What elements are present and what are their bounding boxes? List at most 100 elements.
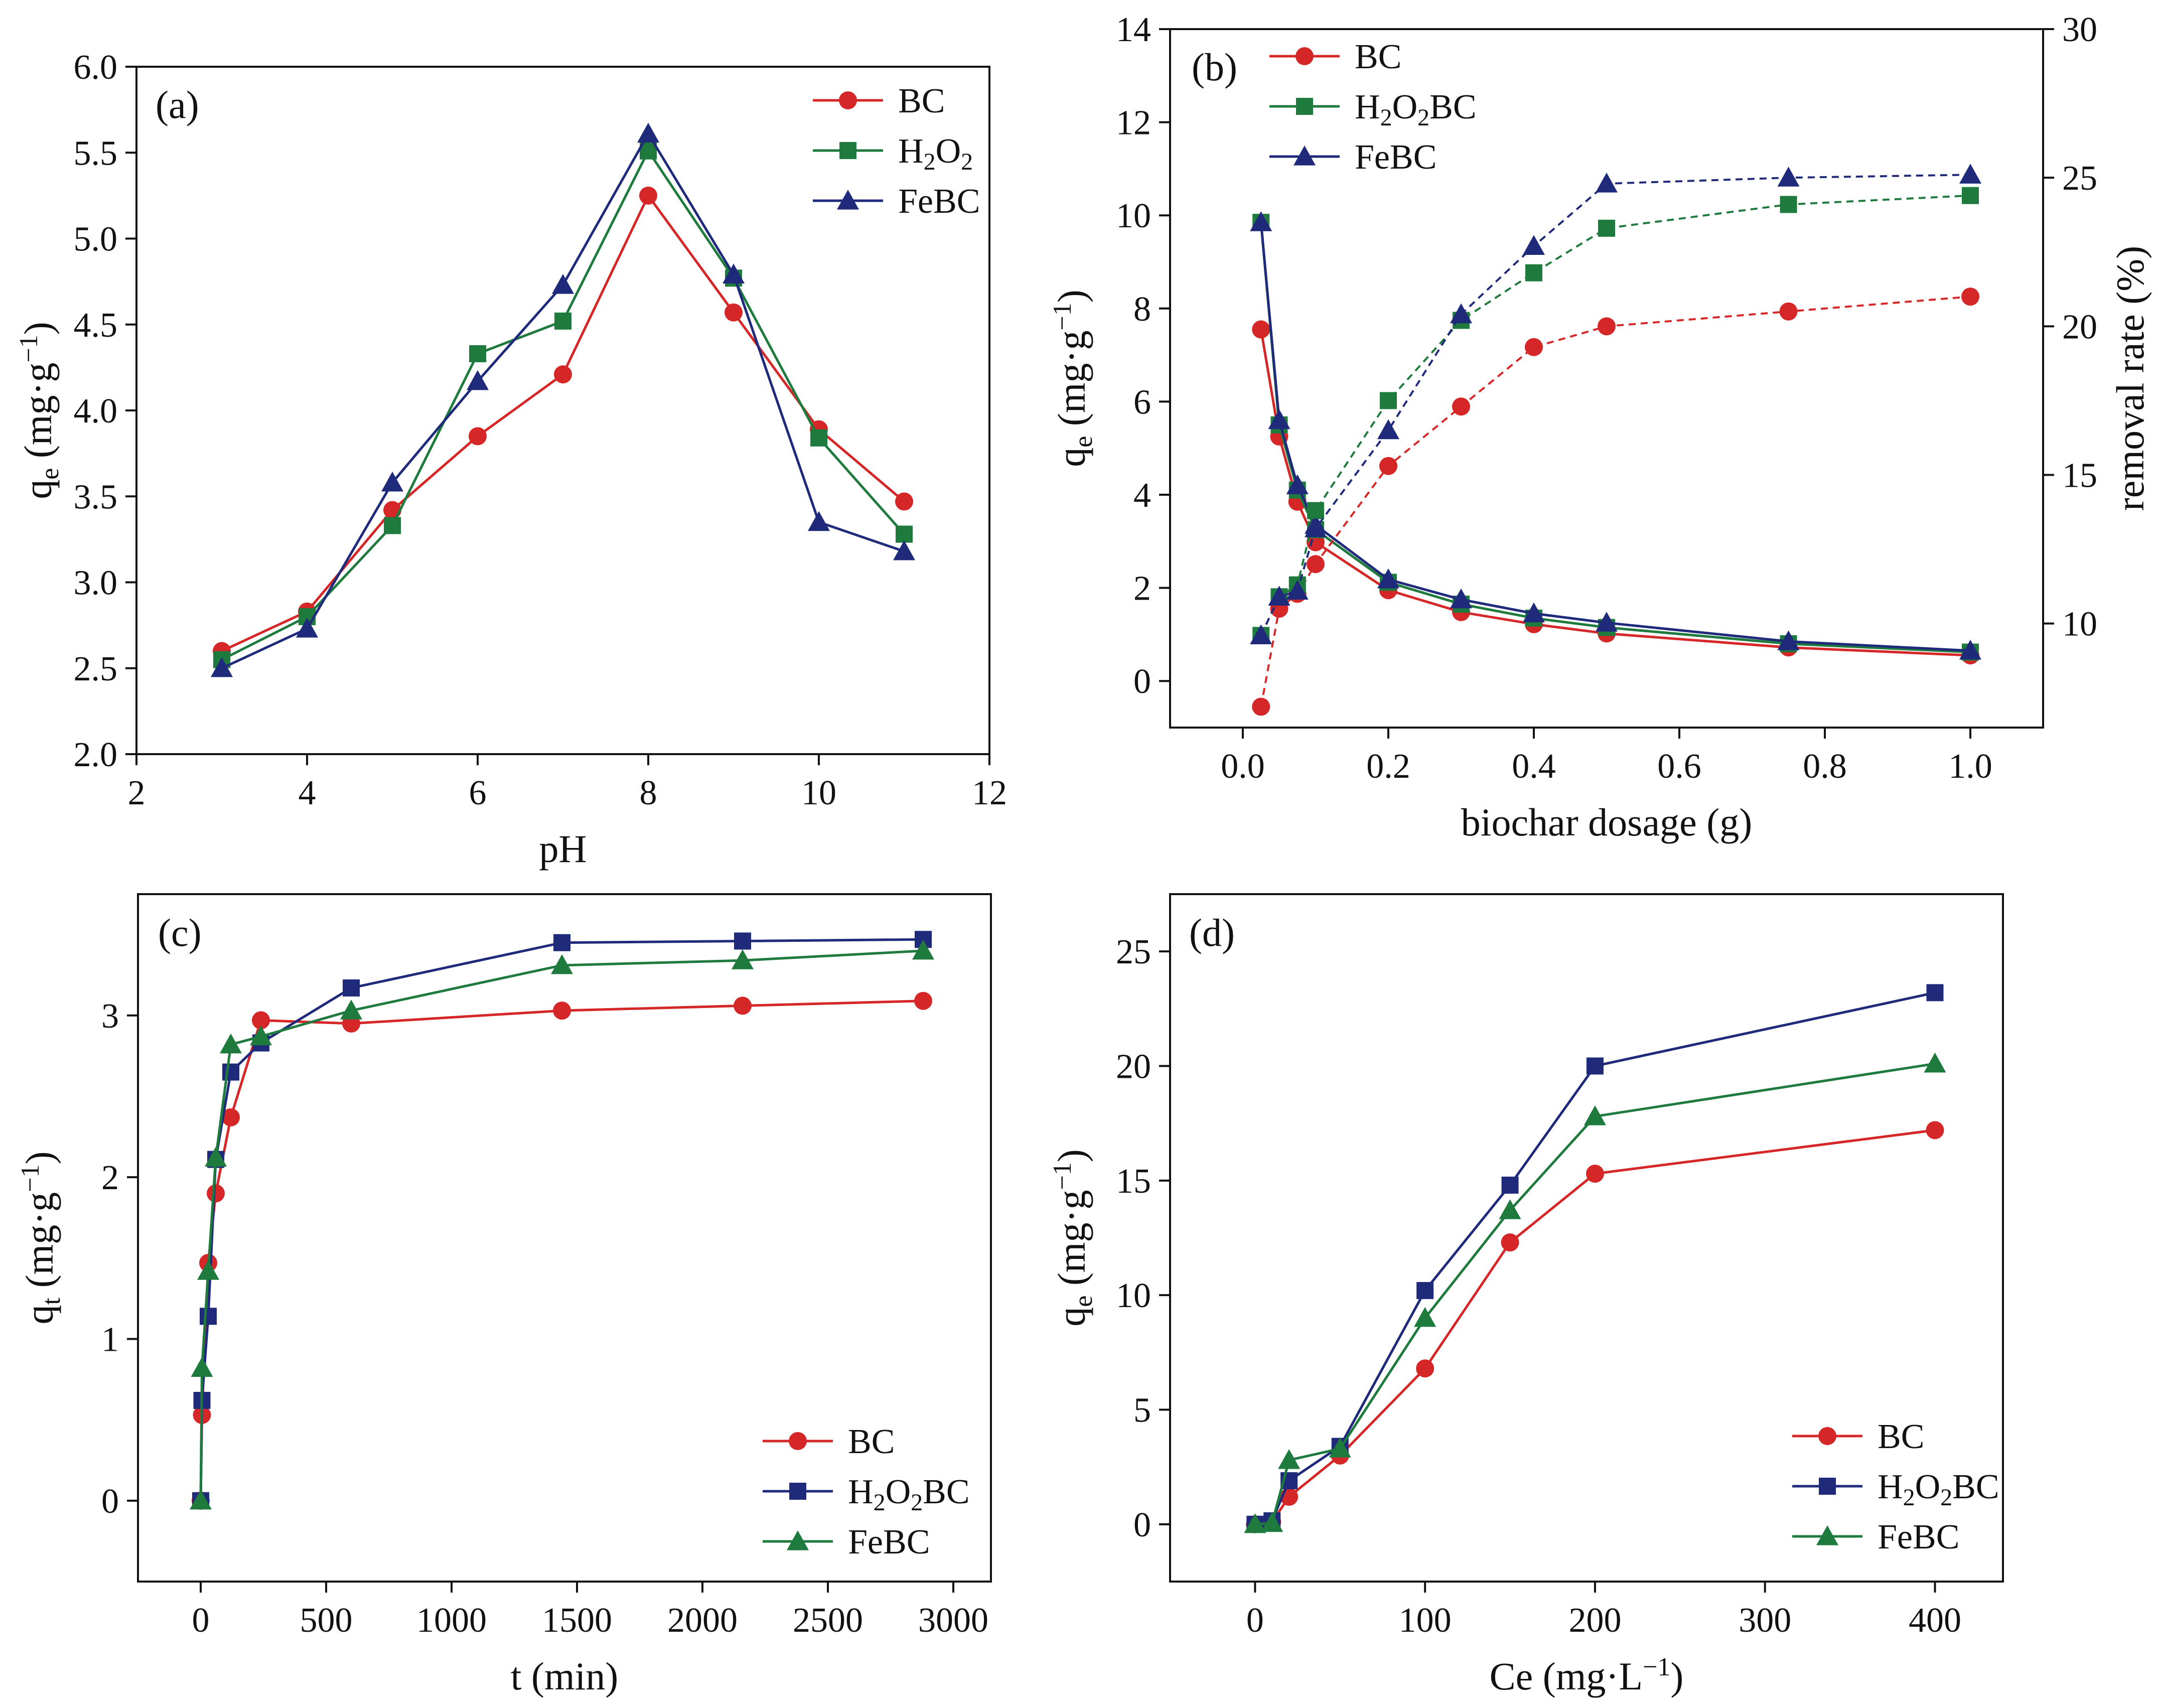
data-point (895, 492, 913, 511)
y-tick-label: 2.0 (74, 736, 118, 774)
data-point (222, 1063, 239, 1081)
legend-label: BC (1878, 1417, 1924, 1456)
legend-label: H2O2BC (848, 1473, 970, 1516)
x-tick-label: 2000 (667, 1601, 738, 1640)
y-tick-label: 8 (1133, 290, 1151, 329)
x-tick-label: 0.8 (1803, 747, 1847, 786)
y-tick-label: 6.0 (74, 48, 118, 87)
data-point (808, 511, 830, 531)
x-tick-label: 12 (972, 774, 1007, 812)
plot-frame (1169, 28, 2044, 729)
y-tick-label: 10 (1116, 1276, 1151, 1315)
series-bc (1246, 1121, 1944, 1533)
series-bc (192, 991, 932, 1510)
data-point (1525, 264, 1542, 281)
y-tick-label: 5 (1133, 1391, 1151, 1430)
y-tick-label: 0 (1133, 1506, 1151, 1544)
series-line (199, 938, 924, 1501)
y-tick-label: 5.5 (74, 134, 118, 173)
y-tick-label: 10 (1116, 197, 1151, 235)
data-point (1926, 984, 1944, 1002)
y-right-tick-label: 10 (2062, 605, 2097, 644)
x-tick-label: 1.0 (1948, 747, 1992, 786)
data-point (1250, 624, 1272, 644)
x-tick-label: 3000 (918, 1601, 988, 1640)
data-point (384, 517, 401, 534)
data-point (1924, 1052, 1946, 1073)
x-tick-label: 100 (1399, 1601, 1452, 1640)
data-point (1268, 409, 1290, 430)
data-point (1416, 1359, 1434, 1378)
series-h2o2bc (1252, 214, 1979, 661)
data-point (222, 1108, 240, 1126)
legend-label: BC (1355, 38, 1401, 76)
data-point (912, 939, 934, 960)
data-point (553, 934, 570, 951)
legend-marker (837, 190, 859, 210)
data-point (553, 1002, 571, 1020)
data-point (1777, 630, 1800, 650)
series-line (1255, 1128, 1935, 1526)
data-point (1414, 1307, 1436, 1327)
chart-panel-c: 0 500 1000 1500 2000 2500 3000 0 1 2 3 t (min) qt (m… (16, 893, 992, 1698)
plot-frame (135, 66, 990, 755)
y-axis-label: qe (mg·g−1) (15, 322, 64, 499)
data-point (1252, 320, 1270, 339)
y-right-axis-label: removal rate (%) (2108, 246, 2152, 511)
data-point (1268, 586, 1290, 606)
legend: BC H2O2BC FeBC (763, 1422, 970, 1561)
y-tick-label: 4.0 (74, 392, 118, 431)
data-point (1307, 502, 1324, 519)
y-right-tick-label: 25 (2062, 159, 2097, 198)
x-tick-label: 8 (640, 774, 657, 812)
data-point (252, 1011, 270, 1030)
data-point (1959, 639, 1981, 660)
x-axis-label: t (min) (511, 1654, 618, 1698)
data-point (1596, 173, 1618, 193)
y-tick-label: 0 (101, 1482, 119, 1521)
data-point (343, 979, 360, 997)
x-tick-label: 400 (1909, 1601, 1961, 1640)
y-tick-label: 4 (1133, 476, 1151, 515)
legend: BC H2O2 FeBC (813, 82, 980, 221)
y-tick-label: 2.5 (74, 650, 118, 688)
data-point (554, 312, 571, 330)
data-point (1244, 1513, 1266, 1533)
data-point (1586, 1057, 1604, 1075)
legend-label: FeBC (1355, 138, 1436, 177)
data-point (1584, 1105, 1606, 1125)
data-point (205, 1147, 227, 1167)
data-point (1450, 303, 1472, 324)
legend: BC H2O2BC FeBC (1269, 38, 1477, 177)
data-point (211, 657, 233, 677)
y-right-tick-label: 20 (2062, 308, 2097, 346)
data-point (1377, 419, 1399, 440)
series-h2o2bc-removal (1252, 187, 1979, 644)
data-point (1501, 1176, 1519, 1194)
data-point (1252, 697, 1270, 716)
data-point (467, 370, 489, 390)
data-point (191, 1357, 213, 1377)
data-point (207, 1184, 225, 1203)
panel-label: (b) (1192, 45, 1237, 89)
data-point (1501, 1233, 1519, 1252)
data-point (469, 345, 486, 362)
data-point (1523, 602, 1545, 623)
series-line (199, 1000, 924, 1501)
series-line (1259, 222, 1971, 652)
data-point (1525, 338, 1543, 356)
data-point (725, 303, 743, 322)
legend-label: BC (898, 82, 945, 120)
series-line (221, 131, 905, 670)
data-point (1278, 1449, 1301, 1469)
data-point (896, 525, 913, 543)
data-point (1450, 588, 1472, 609)
data-point (1523, 235, 1545, 255)
series-line (221, 193, 905, 652)
legend-label: FeBC (898, 182, 980, 221)
chart-panel-a: 2 4 6 8 10 12 2.0 2.5 3.0 3.5 4.0 4.5 5.0 5.5 6.0 pH qe … (15, 48, 1007, 871)
y-axis-label: qe (mg·g−1) (1048, 290, 1098, 467)
series-febc (1244, 1052, 1946, 1533)
data-point (1286, 474, 1309, 495)
